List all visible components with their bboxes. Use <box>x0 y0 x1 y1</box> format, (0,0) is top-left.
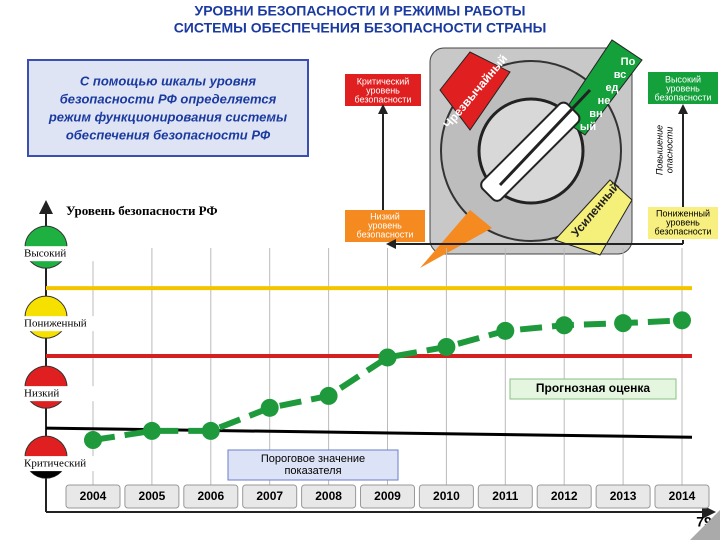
year-box <box>301 484 357 509</box>
point <box>437 337 456 356</box>
title: УРОВНИ БЕЗОПАСНОСТИ И РЕЖИМЫ РАБОТЫ <box>194 3 525 19</box>
dial-arrow <box>498 88 592 187</box>
mode-label: не <box>598 95 611 107</box>
point <box>673 311 691 330</box>
point <box>319 386 338 405</box>
x-tick-label: 2013 <box>610 489 637 503</box>
level-text: Критический <box>357 76 410 86</box>
mode-daily <box>559 39 643 136</box>
mode-label: ый <box>580 121 596 133</box>
x-tick-label: 2006 <box>197 489 224 503</box>
year-box <box>477 484 533 509</box>
year-box <box>595 484 651 509</box>
point <box>496 321 515 340</box>
arrow-head <box>386 239 396 249</box>
arrow-head <box>378 104 388 114</box>
point <box>378 348 397 367</box>
threshold-box <box>227 449 399 481</box>
level-box <box>345 74 421 106</box>
level-text: безопасности <box>357 229 414 239</box>
level-text: уровень <box>666 83 700 93</box>
arrow-low <box>420 210 492 268</box>
year-box <box>654 484 710 509</box>
note: обеспечения безопасности РФ <box>66 127 271 142</box>
level-text: безопасности <box>655 226 712 236</box>
x-tick-label: 2012 <box>551 489 578 503</box>
x-tick-label: 2007 <box>256 489 283 503</box>
y-tick-label: Высокий <box>24 248 66 260</box>
series-line <box>92 317 683 443</box>
note: безопасности РФ определяется <box>60 91 277 106</box>
mode-enhanced <box>554 179 633 256</box>
mode-label: ед <box>605 82 618 94</box>
tick-label-box <box>22 456 94 472</box>
point <box>201 421 220 440</box>
x-tick-label: 2008 <box>315 489 342 503</box>
mode-label: По <box>621 56 636 68</box>
x-tick-label: 2014 <box>669 489 696 503</box>
year-box <box>242 484 298 509</box>
year-box <box>183 484 239 509</box>
year-box <box>65 484 121 509</box>
x-tick-label: 2005 <box>139 489 166 503</box>
tick-label-box <box>22 316 94 332</box>
danger-text: Повышение <box>654 125 664 175</box>
point <box>142 421 161 440</box>
corner <box>690 510 720 540</box>
level-text: уровень <box>366 85 400 95</box>
tick-label-box <box>22 386 94 402</box>
level-box <box>345 210 425 242</box>
year-box <box>124 484 180 509</box>
point <box>260 398 279 417</box>
forecast-box <box>509 378 677 400</box>
note-box <box>27 59 309 157</box>
title: СИСТЕМЫ ОБЕСПЕЧЕНИЯ БЕЗОПАСНОСТИ СТРАНЫ <box>174 20 547 36</box>
year-box <box>418 484 474 509</box>
level-text: уровень <box>368 220 402 230</box>
note: режим функционирования системы <box>48 109 287 124</box>
level-text: Пониженный <box>656 208 710 218</box>
arrow-head <box>678 104 688 114</box>
axis-arrow <box>39 200 53 214</box>
y-axis-label: Уровень безопасности РФ <box>66 203 218 218</box>
level-box <box>648 207 718 239</box>
year-box <box>536 484 592 509</box>
point <box>84 431 102 450</box>
y-tick-label: Низкий <box>24 388 59 400</box>
x-tick-label: 2010 <box>433 489 460 503</box>
level-text: безопасности <box>655 92 712 102</box>
mode-emergency <box>439 51 511 131</box>
x-tick-label: 2011 <box>492 489 518 503</box>
tick-label-box <box>22 246 94 262</box>
level-text: Высокий <box>665 74 701 84</box>
danger-text: опасности <box>664 127 674 173</box>
point <box>555 316 574 335</box>
mode-label: вс <box>614 69 627 81</box>
y-tick-label: Пониженный <box>24 318 87 330</box>
level-box <box>648 72 718 104</box>
threshold-label: показателя <box>284 465 341 477</box>
x-tick-label: 2004 <box>80 489 107 503</box>
note: С помощью шкалы уровня <box>80 73 256 88</box>
forecast-label: Прогнозная оценка <box>536 381 651 395</box>
threshold-label: Пороговое значение <box>261 453 365 465</box>
mode-label: вн <box>589 108 602 120</box>
level-text: уровень <box>666 217 700 227</box>
point <box>614 314 633 333</box>
year-box <box>360 484 415 509</box>
level-text: Низкий <box>370 211 400 221</box>
y-tick-label: Критический <box>24 458 86 470</box>
level-text: безопасности <box>355 94 412 104</box>
x-tick-label: 2009 <box>374 489 401 503</box>
